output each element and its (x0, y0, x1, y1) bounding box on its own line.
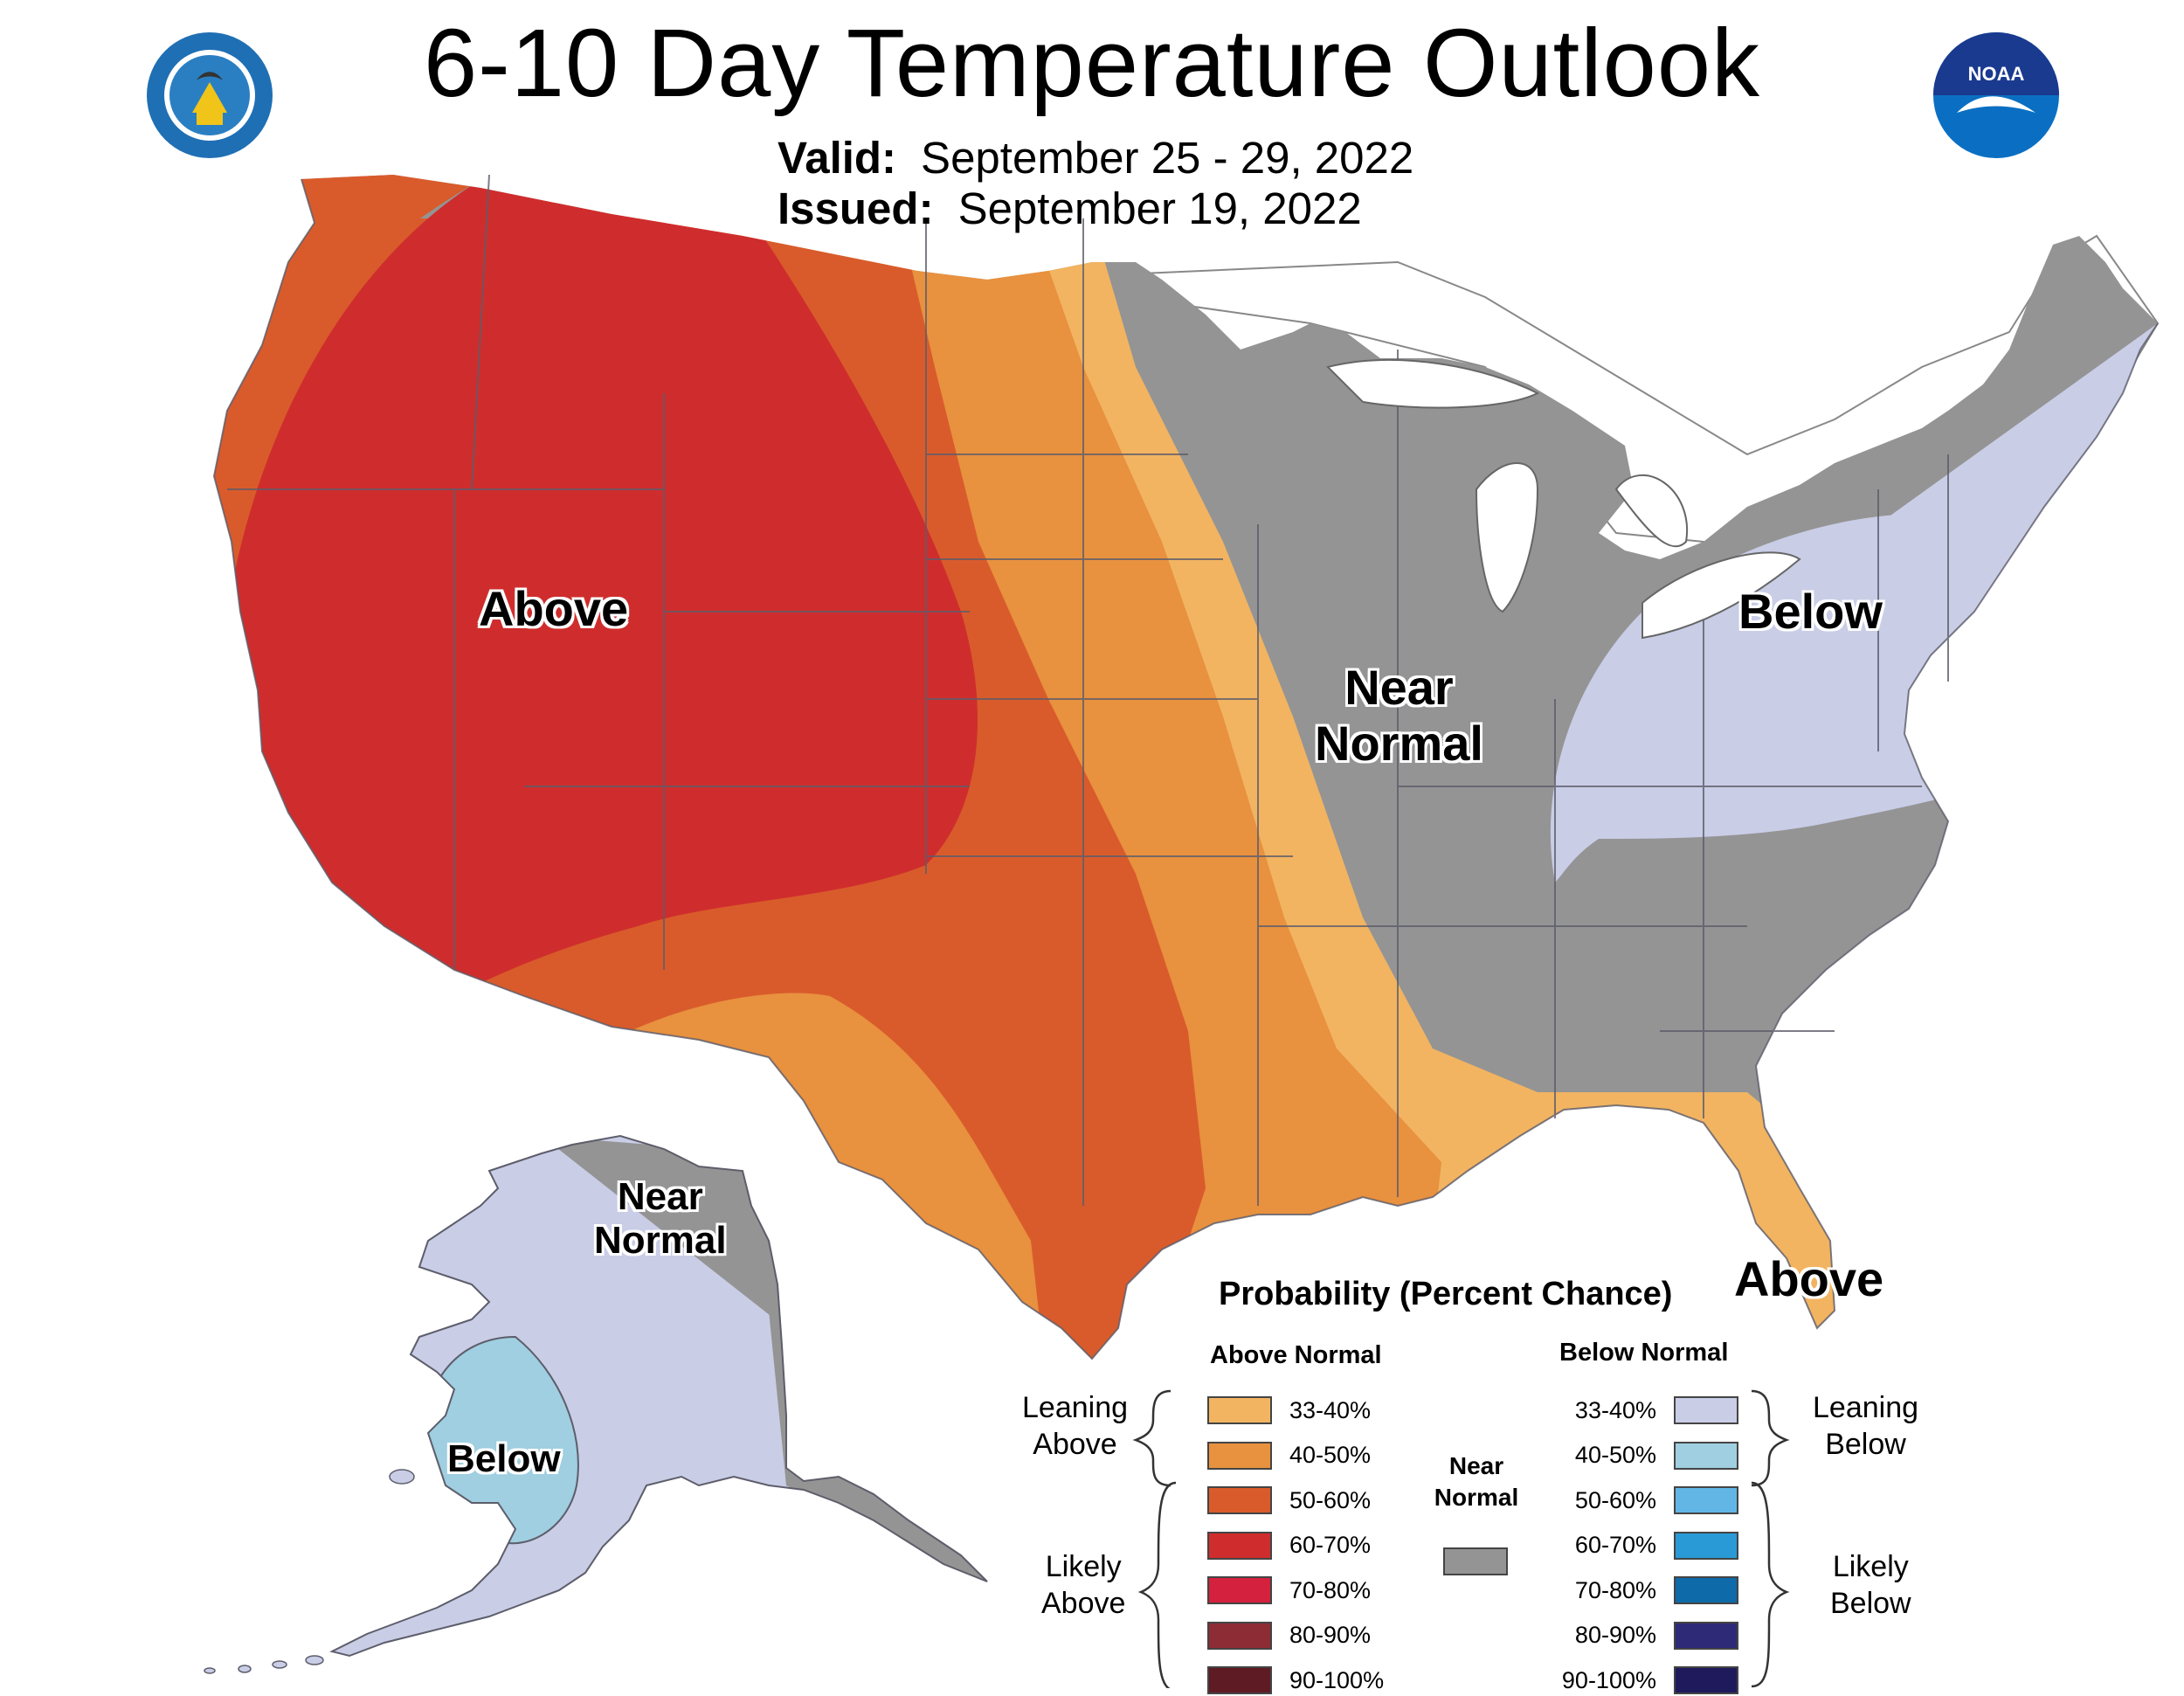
legend-row-above-0: 33-40% (1207, 1395, 1412, 1426)
legend-range-above: 40-50% (1289, 1442, 1372, 1468)
legend-above-header: Above Normal (1210, 1341, 1382, 1369)
legend-range-above: 90-100% (1289, 1666, 1385, 1693)
legend-swatch-below (1674, 1666, 1738, 1694)
legend-near-normal-label: Near Normal (1420, 1450, 1533, 1513)
legend-row-below-4: 70-80% (1534, 1575, 1738, 1606)
page-title: 6-10 Day Temperature Outlook (423, 10, 1761, 117)
noaa-logo: NOAA (1933, 32, 2059, 158)
legend-swatch-below (1674, 1486, 1738, 1514)
issued-label: Issued: (778, 183, 934, 233)
legend-swatch-above (1207, 1396, 1272, 1424)
label-alaska-near-normal: Near Normal (594, 1175, 727, 1263)
legend-leaning-above: Leaning Above (1022, 1389, 1128, 1463)
legend-likely-below: Likely Below (1830, 1548, 1911, 1622)
legend-row-below-1: 40-50% (1534, 1440, 1738, 1471)
issued-date: Issued: September 19, 2022 (778, 183, 1362, 234)
leaning-below-line1: Leaning (1813, 1391, 1919, 1424)
legend-row-above-1: 40-50% (1207, 1440, 1412, 1471)
valid-dates: Valid: September 25 - 29, 2022 (778, 133, 1413, 183)
legend-row-below-3: 60-70% (1534, 1530, 1738, 1561)
legend-range-above: 33-40% (1289, 1396, 1372, 1423)
legend-range-above: 80-90% (1289, 1622, 1372, 1648)
issued-value: September 19, 2022 (957, 183, 1362, 233)
legend-swatch-above (1207, 1441, 1272, 1470)
legend-range-below: 90-100% (1561, 1666, 1656, 1693)
legend-row-below-0: 33-40% (1534, 1395, 1738, 1426)
legend-row-above-2: 50-60% (1207, 1485, 1412, 1516)
near-normal-key-line2: Normal (1434, 1484, 1519, 1511)
legend-below-header: Below Normal (1559, 1339, 1729, 1367)
legend-range-below: 33-40% (1574, 1396, 1656, 1423)
legend-row-above-3: 60-70% (1207, 1530, 1412, 1561)
near-normal-line1: Near (1344, 660, 1454, 715)
legend-swatch-below (1674, 1576, 1738, 1604)
label-west-above: Above (479, 581, 629, 636)
valid-label: Valid: (778, 133, 897, 183)
likely-below-line1: Likely (1832, 1550, 1909, 1583)
label-florida-above: Above (1734, 1251, 1884, 1306)
legend-row-above-6: 90-100% (1207, 1665, 1412, 1696)
leaning-above-line2: Above (1033, 1428, 1117, 1461)
legend-range-below: 80-90% (1574, 1622, 1656, 1648)
legend-row-above-5: 80-90% (1207, 1620, 1412, 1651)
legend-range-below: 50-60% (1574, 1486, 1656, 1513)
ak-near-normal-line2: Normal (594, 1219, 727, 1262)
leaning-above-line1: Leaning (1022, 1391, 1129, 1424)
legend-swatch-below (1674, 1531, 1738, 1560)
valid-value: September 25 - 29, 2022 (921, 133, 1414, 183)
likely-above-line1: Likely (1045, 1550, 1122, 1583)
legend-swatch-above (1207, 1621, 1272, 1650)
legend-swatch-above (1207, 1666, 1272, 1694)
likely-above-line2: Above (1041, 1587, 1126, 1620)
label-central-near-normal: Near Normal (1315, 660, 1483, 772)
legend-swatch-above (1207, 1576, 1272, 1604)
label-northeast-below: Below (1738, 584, 1883, 639)
legend-range-below: 70-80% (1574, 1576, 1656, 1603)
legend-likely-above: Likely Above (1041, 1548, 1125, 1622)
legend-row-below-5: 80-90% (1534, 1620, 1738, 1651)
legend-range-below: 40-50% (1574, 1442, 1656, 1468)
leaning-below-line2: Below (1825, 1428, 1906, 1461)
legend-range-above: 50-60% (1289, 1486, 1372, 1513)
legend-range-above: 60-70% (1289, 1532, 1372, 1558)
legend-swatch-below (1674, 1441, 1738, 1470)
legend-row-below-6: 90-100% (1534, 1665, 1738, 1696)
legend-near-normal-swatch (1443, 1547, 1508, 1575)
likely-below-line2: Below (1830, 1587, 1911, 1620)
legend-title: Probability (Percent Chance) (1219, 1276, 1673, 1312)
noaa-logo-text: NOAA (1968, 63, 2025, 85)
legend-swatch-below (1674, 1621, 1738, 1650)
ak-near-normal-line1: Near (617, 1175, 703, 1218)
legend-range-above: 70-80% (1289, 1576, 1372, 1603)
legend-row-below-2: 50-60% (1534, 1485, 1738, 1516)
legend-range-below: 60-70% (1574, 1532, 1656, 1558)
legend-row-above-4: 70-80% (1207, 1575, 1412, 1606)
department-of-commerce-seal-logo (147, 32, 273, 158)
label-alaska-below: Below (447, 1437, 561, 1480)
legend-swatch-above (1207, 1486, 1272, 1514)
legend-leaning-below: Leaning Below (1813, 1389, 1918, 1463)
legend-swatch-above (1207, 1531, 1272, 1560)
near-normal-line2: Normal (1315, 716, 1483, 771)
legend-swatch-below (1674, 1396, 1738, 1424)
near-normal-key-line1: Near (1448, 1452, 1504, 1479)
